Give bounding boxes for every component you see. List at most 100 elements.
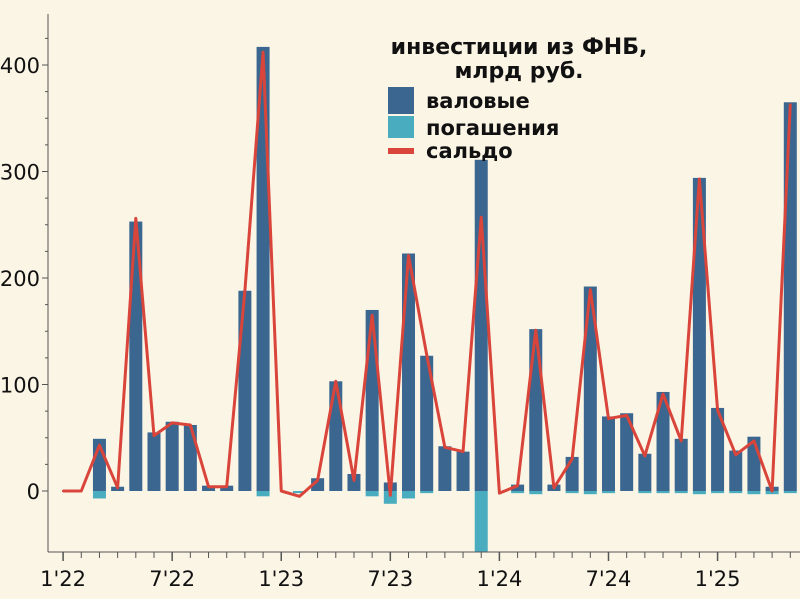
- gross-bar: [456, 451, 470, 492]
- net-point: [589, 288, 592, 291]
- net-point: [443, 446, 447, 449]
- legend-title-line1: инвестиции из ФНБ,: [391, 35, 648, 60]
- gross-bar: [638, 453, 652, 491]
- net-point: [516, 484, 519, 487]
- net-point: [61, 489, 65, 493]
- legend-swatch-net: [388, 148, 414, 154]
- net-point: [243, 289, 247, 292]
- legend-swatch-gross: [388, 87, 414, 114]
- net-point: [607, 417, 610, 420]
- repayment-bar: [565, 491, 579, 494]
- gross-bar: [347, 473, 361, 491]
- net-point: [389, 494, 392, 497]
- repayment-bar: [292, 491, 306, 494]
- gross-bar: [674, 438, 688, 491]
- gross-bar: [583, 286, 597, 491]
- net-point: [461, 450, 465, 453]
- repayment-bar: [420, 491, 434, 494]
- net-point: [316, 479, 319, 482]
- net-point: [134, 217, 138, 220]
- gross-bar: [402, 253, 416, 491]
- gross-bar: [601, 416, 615, 491]
- gross-bar: [365, 309, 379, 491]
- gross-bar: [620, 413, 634, 491]
- legend-label-gross: валовые: [426, 89, 530, 113]
- repayment-bar: [783, 491, 797, 494]
- net-point: [661, 392, 665, 396]
- repayment-bar: [729, 491, 743, 494]
- gross-bar: [511, 484, 525, 491]
- net-point: [770, 489, 774, 493]
- net-point: [280, 489, 283, 493]
- net-point: [370, 314, 374, 317]
- x-tick-label: 1'25: [695, 567, 741, 591]
- y-tick-label: 100: [0, 374, 40, 398]
- net-point: [680, 439, 683, 443]
- repayment-bar: [747, 491, 761, 495]
- x-tick-label: 7'24: [586, 567, 632, 591]
- legend-label-net: сальдо: [426, 139, 513, 163]
- net-point: [480, 216, 483, 219]
- net-point: [789, 103, 792, 106]
- net-point: [643, 454, 647, 458]
- line-layer: [61, 50, 792, 498]
- legend: инвестиции из ФНБ, млрд руб. валовые пог…: [388, 35, 647, 163]
- x-tick-label: 1'23: [258, 567, 304, 591]
- gross-bar: [474, 159, 488, 492]
- legend-swatch-repayment: [388, 116, 414, 138]
- gross-bar: [220, 485, 234, 491]
- net-point: [425, 353, 428, 356]
- net-point: [298, 495, 301, 498]
- net-point: [498, 491, 501, 495]
- net-point: [261, 51, 265, 54]
- legend-label-repayment: погашения: [426, 116, 559, 140]
- gross-bar: [565, 456, 579, 491]
- repayment-bar: [638, 491, 652, 494]
- gross-bar: [129, 221, 143, 491]
- x-tick-label: 1'24: [476, 567, 522, 591]
- gross-bar: [729, 450, 743, 491]
- gross-bar: [202, 485, 216, 491]
- gross-bar: [529, 329, 543, 491]
- repayment-bar: [402, 491, 416, 499]
- axis-layer: 0 100 200 300 400 1'22 7'22 1'23 7'23 1'24 7'24 1'2…: [0, 14, 800, 591]
- gross-bar: [147, 432, 161, 491]
- y-tick-label: 400: [0, 54, 40, 78]
- gross-bar: [420, 355, 434, 491]
- gross-bar: [692, 177, 706, 491]
- net-point: [716, 408, 719, 412]
- net-point: [552, 486, 556, 490]
- repayment-bar: [601, 491, 615, 494]
- gross-bar: [783, 102, 797, 491]
- repayment-bar: [383, 491, 397, 504]
- gross-bar: [329, 381, 343, 491]
- repayment-bar: [511, 491, 525, 494]
- net-point: [225, 485, 228, 488]
- net-point: [570, 457, 574, 461]
- gross-bar: [183, 424, 197, 491]
- net-point: [80, 489, 83, 493]
- net-point: [207, 485, 210, 488]
- gross-bar: [165, 421, 179, 491]
- gross-bar: [238, 290, 252, 491]
- y-tick-label: 300: [0, 161, 40, 185]
- x-tick-label: 7'23: [367, 567, 413, 591]
- net-point: [334, 380, 337, 383]
- gross-bar: [711, 407, 725, 491]
- x-tick-label: 1'22: [40, 567, 86, 591]
- repayment-bar: [674, 491, 688, 494]
- net-point: [189, 423, 192, 427]
- net-point: [152, 434, 156, 437]
- gross-bar: [656, 391, 670, 491]
- repayment-bar: [529, 491, 543, 495]
- x-tick-label: 7'22: [149, 567, 195, 591]
- repayment-bar: [365, 491, 379, 497]
- net-point: [752, 439, 756, 443]
- y-tick-label: 0: [27, 480, 40, 504]
- repayment-bar: [583, 491, 597, 495]
- net-point: [170, 421, 174, 425]
- net-point: [116, 486, 119, 490]
- net-point: [534, 328, 537, 332]
